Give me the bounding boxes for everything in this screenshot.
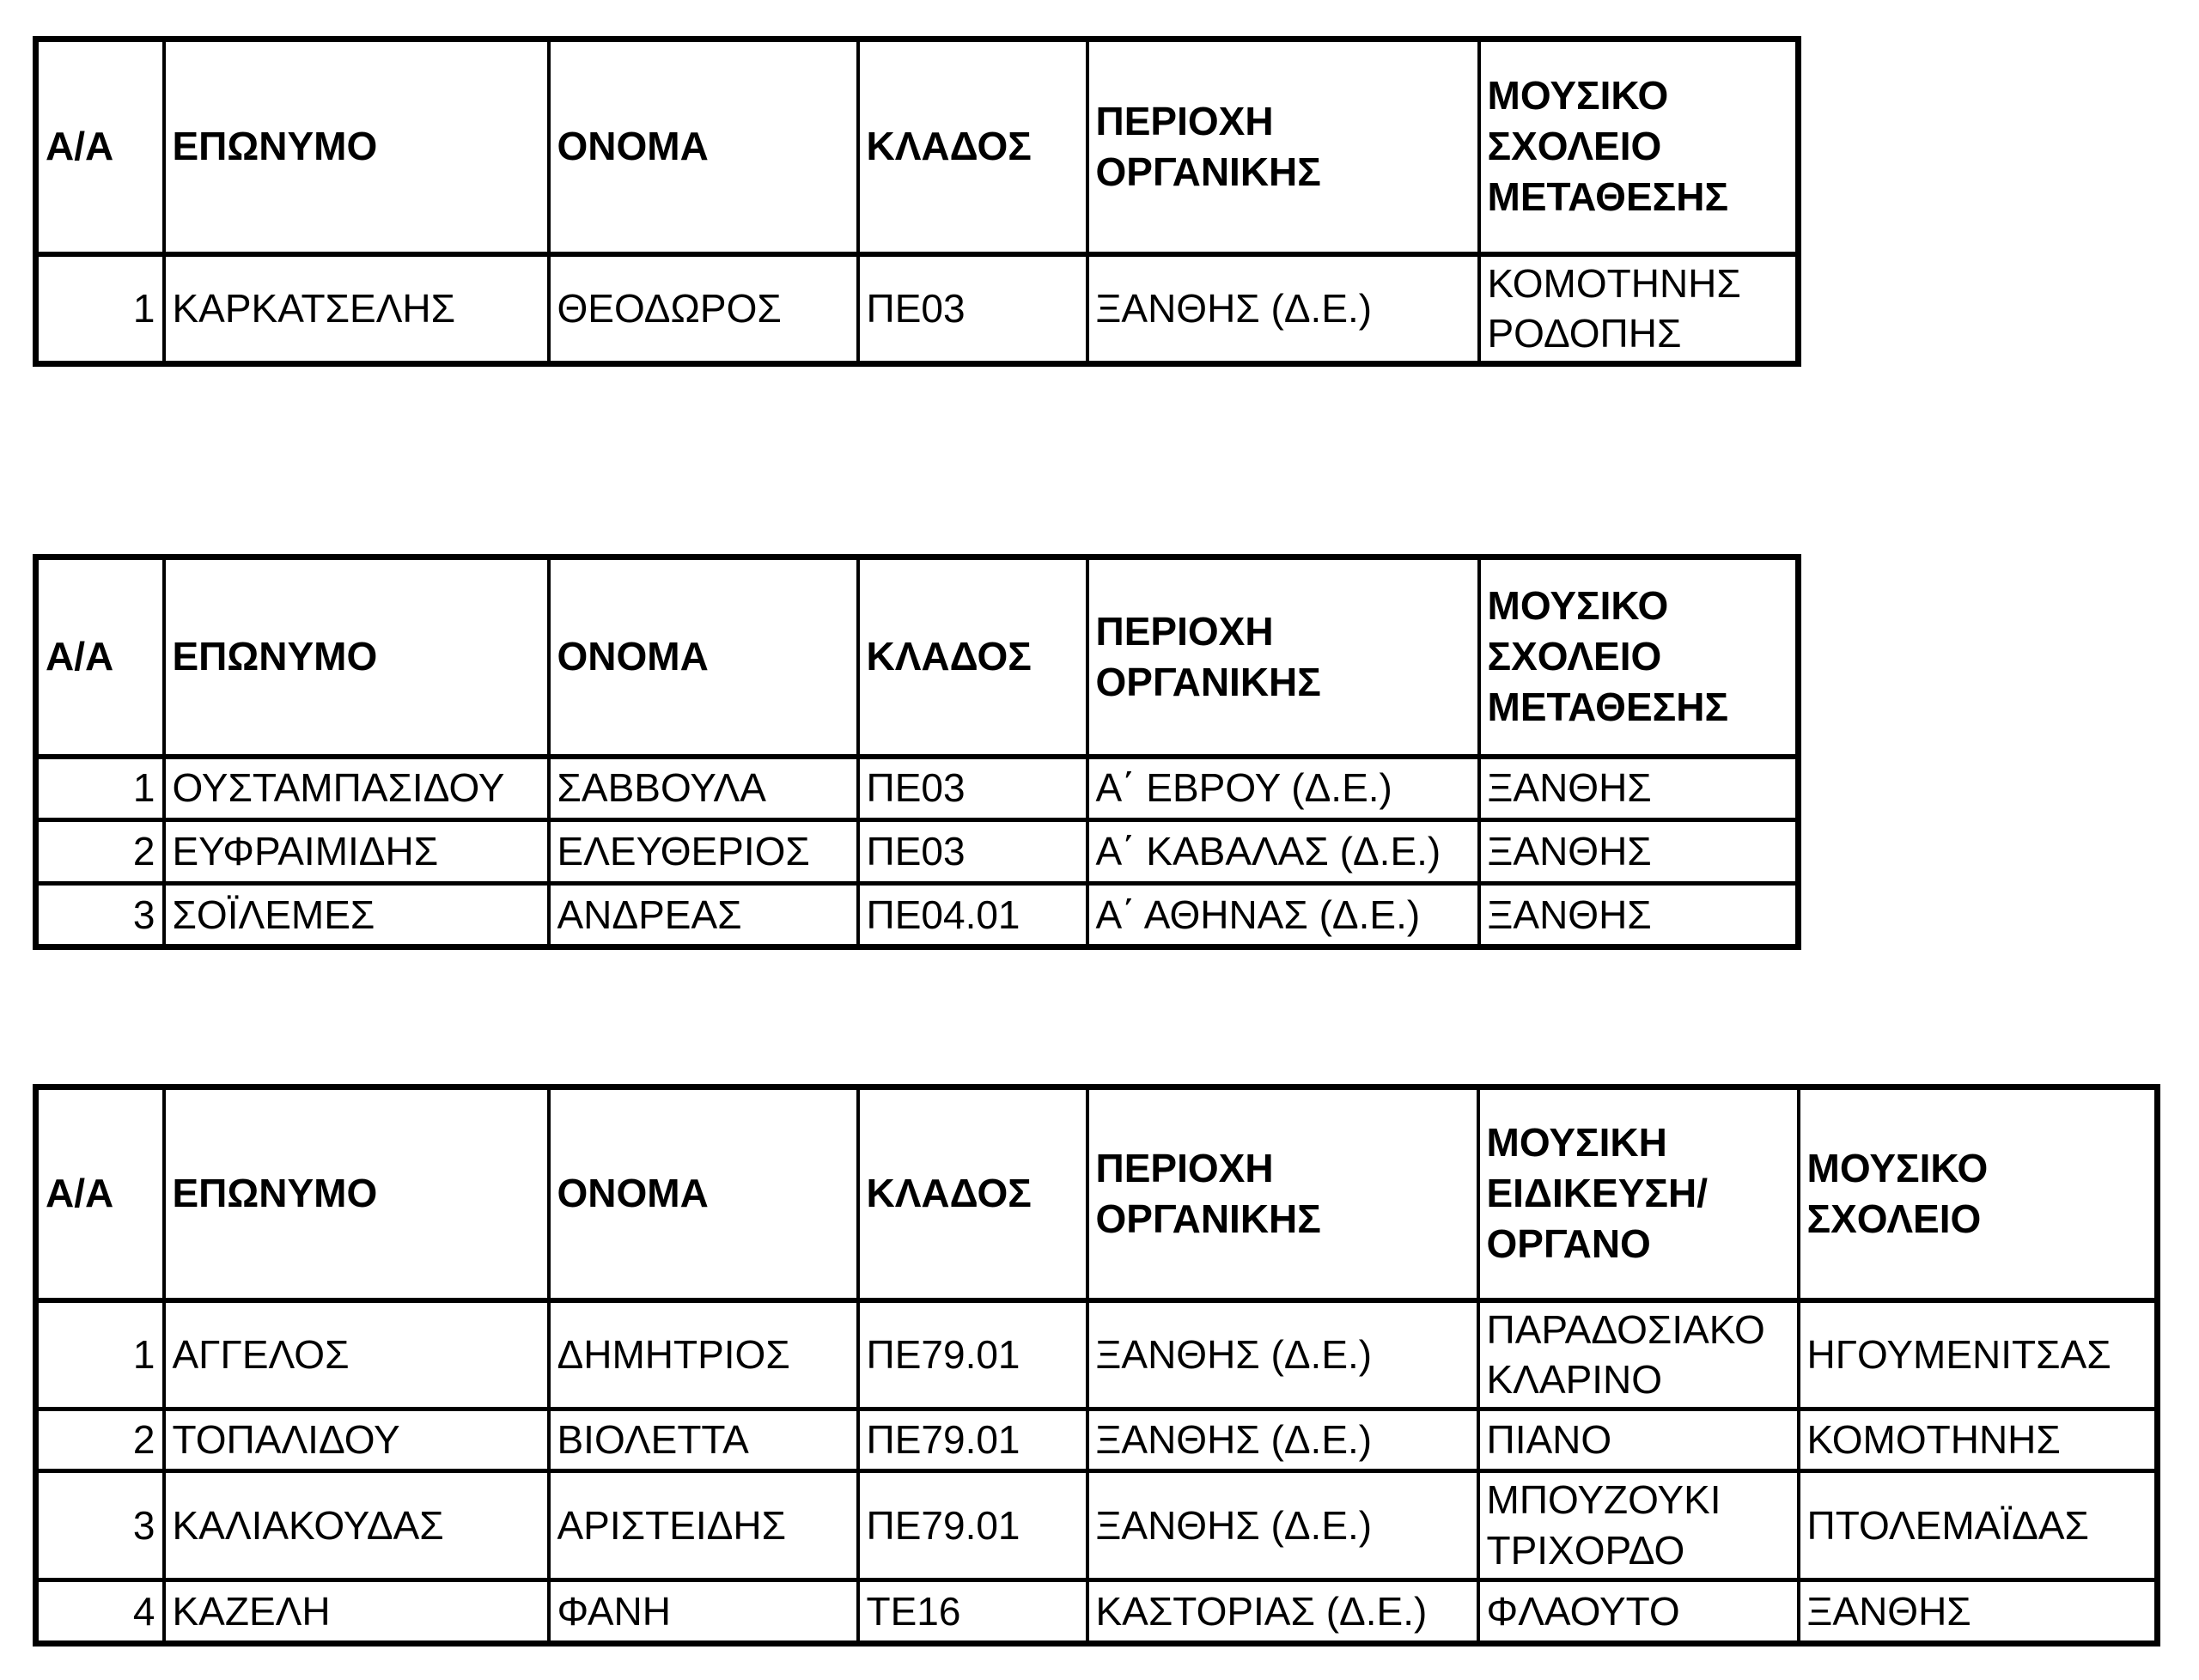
cell-serial: 2 xyxy=(34,818,166,886)
cell-surname: ΚΑΡΚΑΤΣΕΛΗΣ xyxy=(161,251,551,367)
cell-region: Α΄ ΚΑΒΑΛΑΣ (Δ.Ε.) xyxy=(1085,818,1481,886)
cell-firstname: ΘΕΟΔΩΡΟΣ xyxy=(546,251,860,367)
table-row: 2 ΤΟΠΑΛΙΔΟΥ ΒΙΟΛΕΤΤΑ ΠΕ79.01 ΞΑΝΘΗΣ (Δ.Ε… xyxy=(34,1407,2159,1474)
cell-school: ΚΟΜΟΤΗΝΗΣ ΡΟΔΟΠΗΣ xyxy=(1477,251,1800,367)
cell-region: ΞΑΝΘΗΣ (Δ.Ε.) xyxy=(1085,1297,1480,1412)
cell-surname: ΣΟΪΛΕΜΕΣ xyxy=(161,881,551,949)
col-header-region: ΠΕΡΙΟΧΗ ΟΡΓΑΝΙΚΗΣ xyxy=(1085,555,1481,759)
cell-branch: ΠΕ04.01 xyxy=(856,881,1089,949)
cell-school: ΞΑΝΘΗΣ xyxy=(1477,881,1800,949)
col-header-branch: ΚΛΑΔΟΣ xyxy=(856,555,1089,759)
cell-firstname: ΔΗΜΗΤΡΙΟΣ xyxy=(546,1297,860,1412)
cell-surname: ΤΟΠΑΛΙΔΟΥ xyxy=(161,1407,551,1474)
cell-region: ΞΑΝΘΗΣ (Δ.Ε.) xyxy=(1085,1469,1480,1582)
cell-region: ΚΑΣΤΟΡΙΑΣ (Δ.Ε.) xyxy=(1085,1578,1480,1646)
cell-region: Α΄ ΑΘΗΝΑΣ (Δ.Ε.) xyxy=(1085,881,1481,949)
transfer-table-1: Α/Α ΕΠΩΝΥΜΟ ΟΝΟΜΑ ΚΛΑΔΟΣ ΠΕΡΙΟΧΗ ΟΡΓΑΝΙΚ… xyxy=(33,36,1801,368)
cell-specialty: ΠΑΡΑΔΟΣΙΑΚΟ ΚΛΑΡΙΝΟ xyxy=(1476,1297,1800,1412)
cell-serial: 3 xyxy=(34,881,166,949)
table-row: 1 ΑΓΓΕΛΟΣ ΔΗΜΗΤΡΙΟΣ ΠΕ79.01 ΞΑΝΘΗΣ (Δ.Ε.… xyxy=(34,1297,2159,1412)
cell-serial: 3 xyxy=(34,1469,166,1582)
cell-serial: 4 xyxy=(34,1578,166,1646)
cell-serial: 2 xyxy=(34,1407,166,1474)
header-row: Α/Α ΕΠΩΝΥΜΟ ΟΝΟΜΑ ΚΛΑΔΟΣ ΠΕΡΙΟΧΗ ΟΡΓΑΝΙΚ… xyxy=(34,555,1800,759)
cell-region: ΞΑΝΘΗΣ (Δ.Ε.) xyxy=(1085,1407,1480,1474)
col-header-firstname: ΟΝΟΜΑ xyxy=(546,37,860,257)
cell-branch: ΠΕ03 xyxy=(856,818,1089,886)
cell-branch: ΠΕ79.01 xyxy=(856,1469,1089,1582)
cell-specialty: ΜΠΟΥΖΟΥΚΙ ΤΡΙΧΟΡΔΟ xyxy=(1476,1469,1800,1582)
col-header-music-school: ΜΟΥΣΙΚΟ ΣΧΟΛΕΙΟ xyxy=(1796,1085,2159,1303)
header-row: Α/Α ΕΠΩΝΥΜΟ ΟΝΟΜΑ ΚΛΑΔΟΣ ΠΕΡΙΟΧΗ ΟΡΓΑΝΙΚ… xyxy=(34,37,1800,257)
cell-branch: ΠΕ79.01 xyxy=(856,1297,1089,1412)
cell-serial: 1 xyxy=(34,251,166,367)
col-header-school: ΜΟΥΣΙΚΟ ΣΧΟΛΕΙΟ ΜΕΤΑΘΕΣΗΣ xyxy=(1477,555,1800,759)
cell-firstname: ΒΙΟΛΕΤΤΑ xyxy=(546,1407,860,1474)
table-row: 1 ΟΥΣΤΑΜΠΑΣΙΔΟΥ ΣΑΒΒΟΥΛΑ ΠΕ03 Α΄ ΕΒΡΟΥ (… xyxy=(34,754,1800,822)
cell-serial: 1 xyxy=(34,754,166,822)
col-header-surname: ΕΠΩΝΥΜΟ xyxy=(161,1085,551,1303)
cell-surname: ΕΥΦΡΑΙΜΙΔΗΣ xyxy=(161,818,551,886)
col-header-region: ΠΕΡΙΟΧΗ ΟΡΓΑΝΙΚΗΣ xyxy=(1085,1085,1480,1303)
col-header-firstname: ΟΝΟΜΑ xyxy=(546,1085,860,1303)
cell-firstname: ΑΡΙΣΤΕΙΔΗΣ xyxy=(546,1469,860,1582)
cell-firstname: ΦΑΝΗ xyxy=(546,1578,860,1646)
table-row: 3 ΚΑΛΙΑΚΟΥΔΑΣ ΑΡΙΣΤΕΙΔΗΣ ΠΕ79.01 ΞΑΝΘΗΣ … xyxy=(34,1469,2159,1582)
cell-firstname: ΣΑΒΒΟΥΛΑ xyxy=(546,754,860,822)
table-row: 1 ΚΑΡΚΑΤΣΕΛΗΣ ΘΕΟΔΩΡΟΣ ΠΕ03 ΞΑΝΘΗΣ (Δ.Ε.… xyxy=(34,251,1800,367)
transfer-table-3: Α/Α ΕΠΩΝΥΜΟ ΟΝΟΜΑ ΚΛΑΔΟΣ ΠΕΡΙΟΧΗ ΟΡΓΑΝΙΚ… xyxy=(33,1084,2160,1647)
col-header-firstname: ΟΝΟΜΑ xyxy=(546,555,860,759)
col-header-branch: ΚΛΑΔΟΣ xyxy=(856,1085,1089,1303)
cell-specialty: ΠΙΑΝΟ xyxy=(1476,1407,1800,1474)
col-header-serial: Α/Α xyxy=(34,1085,166,1303)
transfer-table-2: Α/Α ΕΠΩΝΥΜΟ ΟΝΟΜΑ ΚΛΑΔΟΣ ΠΕΡΙΟΧΗ ΟΡΓΑΝΙΚ… xyxy=(33,554,1801,950)
cell-specialty: ΦΛΑΟΥΤΟ xyxy=(1476,1578,1800,1646)
table-row: 2 ΕΥΦΡΑΙΜΙΔΗΣ ΕΛΕΥΘΕΡΙΟΣ ΠΕ03 Α΄ ΚΑΒΑΛΑΣ… xyxy=(34,818,1800,886)
col-header-school: ΜΟΥΣΙΚΟ ΣΧΟΛΕΙΟ ΜΕΤΑΘΕΣΗΣ xyxy=(1477,37,1800,257)
cell-school: ΞΑΝΘΗΣ xyxy=(1477,818,1800,886)
cell-serial: 1 xyxy=(34,1297,166,1412)
cell-music-school: ΞΑΝΘΗΣ xyxy=(1796,1578,2159,1646)
col-header-branch: ΚΛΑΔΟΣ xyxy=(856,37,1089,257)
header-row: Α/Α ΕΠΩΝΥΜΟ ΟΝΟΜΑ ΚΛΑΔΟΣ ΠΕΡΙΟΧΗ ΟΡΓΑΝΙΚ… xyxy=(34,1085,2159,1303)
cell-surname: ΚΑΖΕΛΗ xyxy=(161,1578,551,1646)
table-row: 3 ΣΟΪΛΕΜΕΣ ΑΝΔΡΕΑΣ ΠΕ04.01 Α΄ ΑΘΗΝΑΣ (Δ.… xyxy=(34,881,1800,949)
cell-music-school: ΠΤΟΛΕΜΑΪΔΑΣ xyxy=(1796,1469,2159,1582)
cell-school: ΞΑΝΘΗΣ xyxy=(1477,754,1800,822)
cell-firstname: ΕΛΕΥΘΕΡΙΟΣ xyxy=(546,818,860,886)
col-header-serial: Α/Α xyxy=(34,555,166,759)
cell-surname: ΚΑΛΙΑΚΟΥΔΑΣ xyxy=(161,1469,551,1582)
col-header-serial: Α/Α xyxy=(34,37,166,257)
cell-region: ΞΑΝΘΗΣ (Δ.Ε.) xyxy=(1085,251,1481,367)
cell-firstname: ΑΝΔΡΕΑΣ xyxy=(546,881,860,949)
col-header-region: ΠΕΡΙΟΧΗ ΟΡΓΑΝΙΚΗΣ xyxy=(1085,37,1481,257)
cell-branch: ΠΕ03 xyxy=(856,754,1089,822)
col-header-surname: ΕΠΩΝΥΜΟ xyxy=(161,37,551,257)
cell-region: Α΄ ΕΒΡΟΥ (Δ.Ε.) xyxy=(1085,754,1481,822)
cell-music-school: ΗΓΟΥΜΕΝΙΤΣΑΣ xyxy=(1796,1297,2159,1412)
table-row: 4 ΚΑΖΕΛΗ ΦΑΝΗ ΤΕ16 ΚΑΣΤΟΡΙΑΣ (Δ.Ε.) ΦΛΑΟ… xyxy=(34,1578,2159,1646)
cell-music-school: ΚΟΜΟΤΗΝΗΣ xyxy=(1796,1407,2159,1474)
cell-branch: ΠΕ03 xyxy=(856,251,1089,367)
cell-branch: ΤΕ16 xyxy=(856,1578,1089,1646)
col-header-specialty: ΜΟΥΣΙΚΗ ΕΙΔΙΚΕΥΣΗ/ ΟΡΓΑΝΟ xyxy=(1476,1085,1800,1303)
col-header-surname: ΕΠΩΝΥΜΟ xyxy=(161,555,551,759)
cell-branch: ΠΕ79.01 xyxy=(856,1407,1089,1474)
cell-surname: ΟΥΣΤΑΜΠΑΣΙΔΟΥ xyxy=(161,754,551,822)
cell-surname: ΑΓΓΕΛΟΣ xyxy=(161,1297,551,1412)
